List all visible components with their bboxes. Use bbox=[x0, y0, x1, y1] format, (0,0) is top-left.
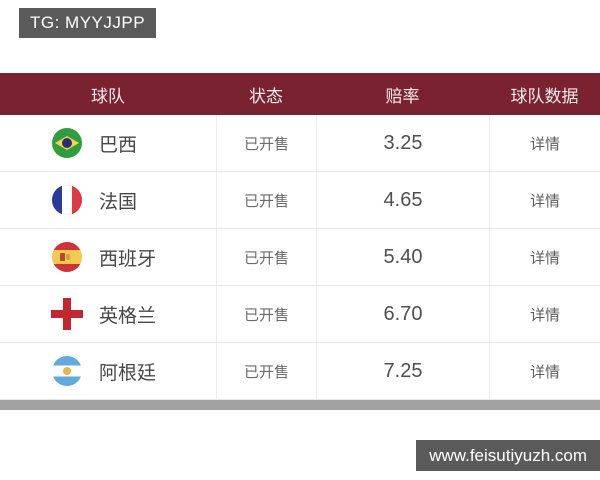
brazil-flag-icon bbox=[52, 128, 82, 158]
detail-link[interactable]: 详情 bbox=[489, 115, 600, 171]
odds-value: 4.65 bbox=[316, 172, 489, 228]
status-cell: 已开售 bbox=[216, 172, 316, 228]
status-cell: 已开售 bbox=[216, 229, 316, 285]
team-name: 阿根廷 bbox=[99, 362, 157, 384]
team-cell: 西班牙 bbox=[0, 229, 216, 285]
detail-link[interactable]: 详情 bbox=[489, 286, 600, 342]
team-cell: 巴西 bbox=[0, 115, 216, 171]
team-name: 巴西 bbox=[99, 134, 138, 156]
odds-value: 5.40 bbox=[316, 229, 489, 285]
team-cell: 阿根廷 bbox=[0, 343, 216, 399]
spain-flag-icon bbox=[52, 242, 82, 272]
horizontal-scrollbar[interactable] bbox=[0, 400, 600, 410]
table-row: 西班牙 已开售 5.40 详情 bbox=[0, 229, 600, 286]
column-header-team: 球队 bbox=[91, 86, 125, 106]
tg-contact-label: TG: MYYJJPP bbox=[30, 13, 146, 32]
status-cell: 已开售 bbox=[216, 115, 316, 171]
site-url-label: www.feisutiyuzh.com bbox=[429, 445, 587, 465]
table-header-row: 球队 状态 赔率 球队数据 bbox=[0, 73, 600, 115]
detail-link[interactable]: 详情 bbox=[489, 343, 600, 399]
table-row: 阿根廷 已开售 7.25 详情 bbox=[0, 343, 600, 400]
column-header-odds: 赔率 bbox=[385, 86, 420, 106]
site-url-badge: www.feisutiyuzh.com bbox=[416, 440, 600, 471]
team-name: 法国 bbox=[99, 191, 138, 213]
table-row: 英格兰 已开售 6.70 详情 bbox=[0, 286, 600, 343]
status-cell: 已开售 bbox=[216, 343, 316, 399]
team-cell: 法国 bbox=[0, 172, 216, 228]
team-name: 英格兰 bbox=[99, 305, 157, 327]
table-row: 法国 已开售 4.65 详情 bbox=[0, 172, 600, 229]
detail-link[interactable]: 详情 bbox=[489, 229, 600, 285]
odds-value: 3.25 bbox=[316, 115, 489, 171]
table-body: 巴西 已开售 3.25 详情 法国 已开售 4.65 详情 西班牙 已开售 5.… bbox=[0, 115, 600, 400]
team-name: 西班牙 bbox=[99, 248, 157, 270]
table-row: 巴西 已开售 3.25 详情 bbox=[0, 115, 600, 172]
tg-contact-badge: TG: MYYJJPP bbox=[19, 8, 157, 38]
odds-table: 球队 状态 赔率 球队数据 巴西 已开售 3.25 详情 法国 已开售 4.65… bbox=[0, 73, 600, 400]
column-header-status: 状态 bbox=[249, 86, 283, 106]
column-header-team-data: 球队数据 bbox=[510, 86, 579, 106]
odds-value: 6.70 bbox=[316, 286, 489, 342]
argentina-flag-icon bbox=[52, 356, 82, 386]
team-cell: 英格兰 bbox=[0, 286, 216, 342]
detail-link[interactable]: 详情 bbox=[489, 172, 600, 228]
england-flag-icon bbox=[51, 298, 83, 330]
france-flag-icon bbox=[52, 185, 82, 215]
odds-value: 7.25 bbox=[316, 343, 489, 399]
status-cell: 已开售 bbox=[216, 286, 316, 342]
